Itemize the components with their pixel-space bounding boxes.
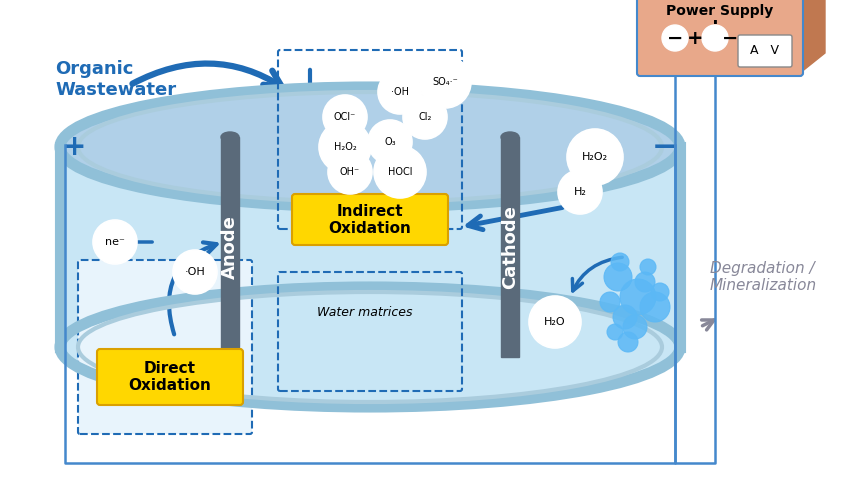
Text: −: −: [666, 29, 683, 47]
Text: H₂O₂: H₂O₂: [582, 152, 608, 162]
Polygon shape: [60, 147, 680, 347]
Circle shape: [93, 220, 137, 264]
Ellipse shape: [60, 287, 680, 407]
FancyBboxPatch shape: [292, 194, 448, 245]
Text: H₂: H₂: [574, 187, 586, 197]
Circle shape: [173, 250, 217, 294]
Text: OH⁻: OH⁻: [340, 167, 360, 177]
Circle shape: [640, 292, 670, 322]
Circle shape: [368, 120, 412, 164]
Circle shape: [319, 121, 371, 173]
Text: Indirect
Oxidation: Indirect Oxidation: [329, 204, 411, 236]
Text: H₂O: H₂O: [544, 317, 566, 327]
Text: ·OH: ·OH: [184, 267, 206, 277]
Circle shape: [328, 150, 372, 194]
Polygon shape: [800, 0, 825, 73]
Circle shape: [600, 292, 620, 312]
Circle shape: [640, 259, 656, 275]
Ellipse shape: [501, 132, 519, 142]
Circle shape: [618, 332, 638, 352]
Circle shape: [604, 263, 632, 291]
Text: Anode: Anode: [221, 215, 239, 279]
Polygon shape: [501, 137, 519, 357]
Text: SO₄·⁻: SO₄·⁻: [432, 77, 458, 87]
Circle shape: [623, 315, 647, 339]
Circle shape: [613, 305, 637, 329]
Circle shape: [378, 70, 422, 114]
Text: Water matrices: Water matrices: [317, 306, 413, 318]
Circle shape: [419, 56, 471, 108]
FancyBboxPatch shape: [97, 349, 243, 405]
FancyBboxPatch shape: [738, 35, 792, 67]
Circle shape: [558, 170, 602, 214]
Text: ·OH: ·OH: [391, 87, 409, 97]
Text: Power Supply: Power Supply: [666, 4, 774, 18]
Text: O₃: O₃: [384, 137, 396, 147]
Text: Cathode: Cathode: [501, 205, 519, 289]
Circle shape: [374, 146, 426, 198]
Circle shape: [611, 253, 629, 271]
Circle shape: [702, 25, 728, 51]
Text: A   V: A V: [751, 44, 779, 58]
Circle shape: [567, 129, 623, 185]
Circle shape: [620, 279, 656, 315]
FancyBboxPatch shape: [637, 0, 803, 76]
Ellipse shape: [221, 132, 239, 142]
Circle shape: [651, 283, 669, 301]
Text: ne⁻: ne⁻: [105, 237, 125, 247]
Circle shape: [662, 25, 688, 51]
Text: H₂O₂: H₂O₂: [333, 142, 356, 152]
Text: Cl₂: Cl₂: [418, 112, 432, 122]
Text: Organic
Wastewater: Organic Wastewater: [55, 60, 176, 99]
Ellipse shape: [60, 87, 680, 207]
Text: +: +: [63, 133, 87, 161]
Text: Degradation /
Mineralization: Degradation / Mineralization: [710, 261, 817, 293]
Circle shape: [403, 95, 447, 139]
FancyBboxPatch shape: [78, 260, 252, 434]
Circle shape: [323, 95, 367, 139]
Text: OCl⁻: OCl⁻: [334, 112, 356, 122]
Text: ·: ·: [711, 10, 719, 38]
Text: Direct
Oxidation: Direct Oxidation: [128, 361, 212, 393]
Polygon shape: [221, 137, 239, 357]
Circle shape: [607, 324, 623, 340]
Circle shape: [529, 296, 581, 348]
Text: +: +: [687, 29, 703, 47]
Text: HOCl: HOCl: [388, 167, 412, 177]
Text: −: −: [722, 29, 738, 47]
Text: −: −: [652, 133, 677, 162]
Circle shape: [635, 272, 655, 292]
